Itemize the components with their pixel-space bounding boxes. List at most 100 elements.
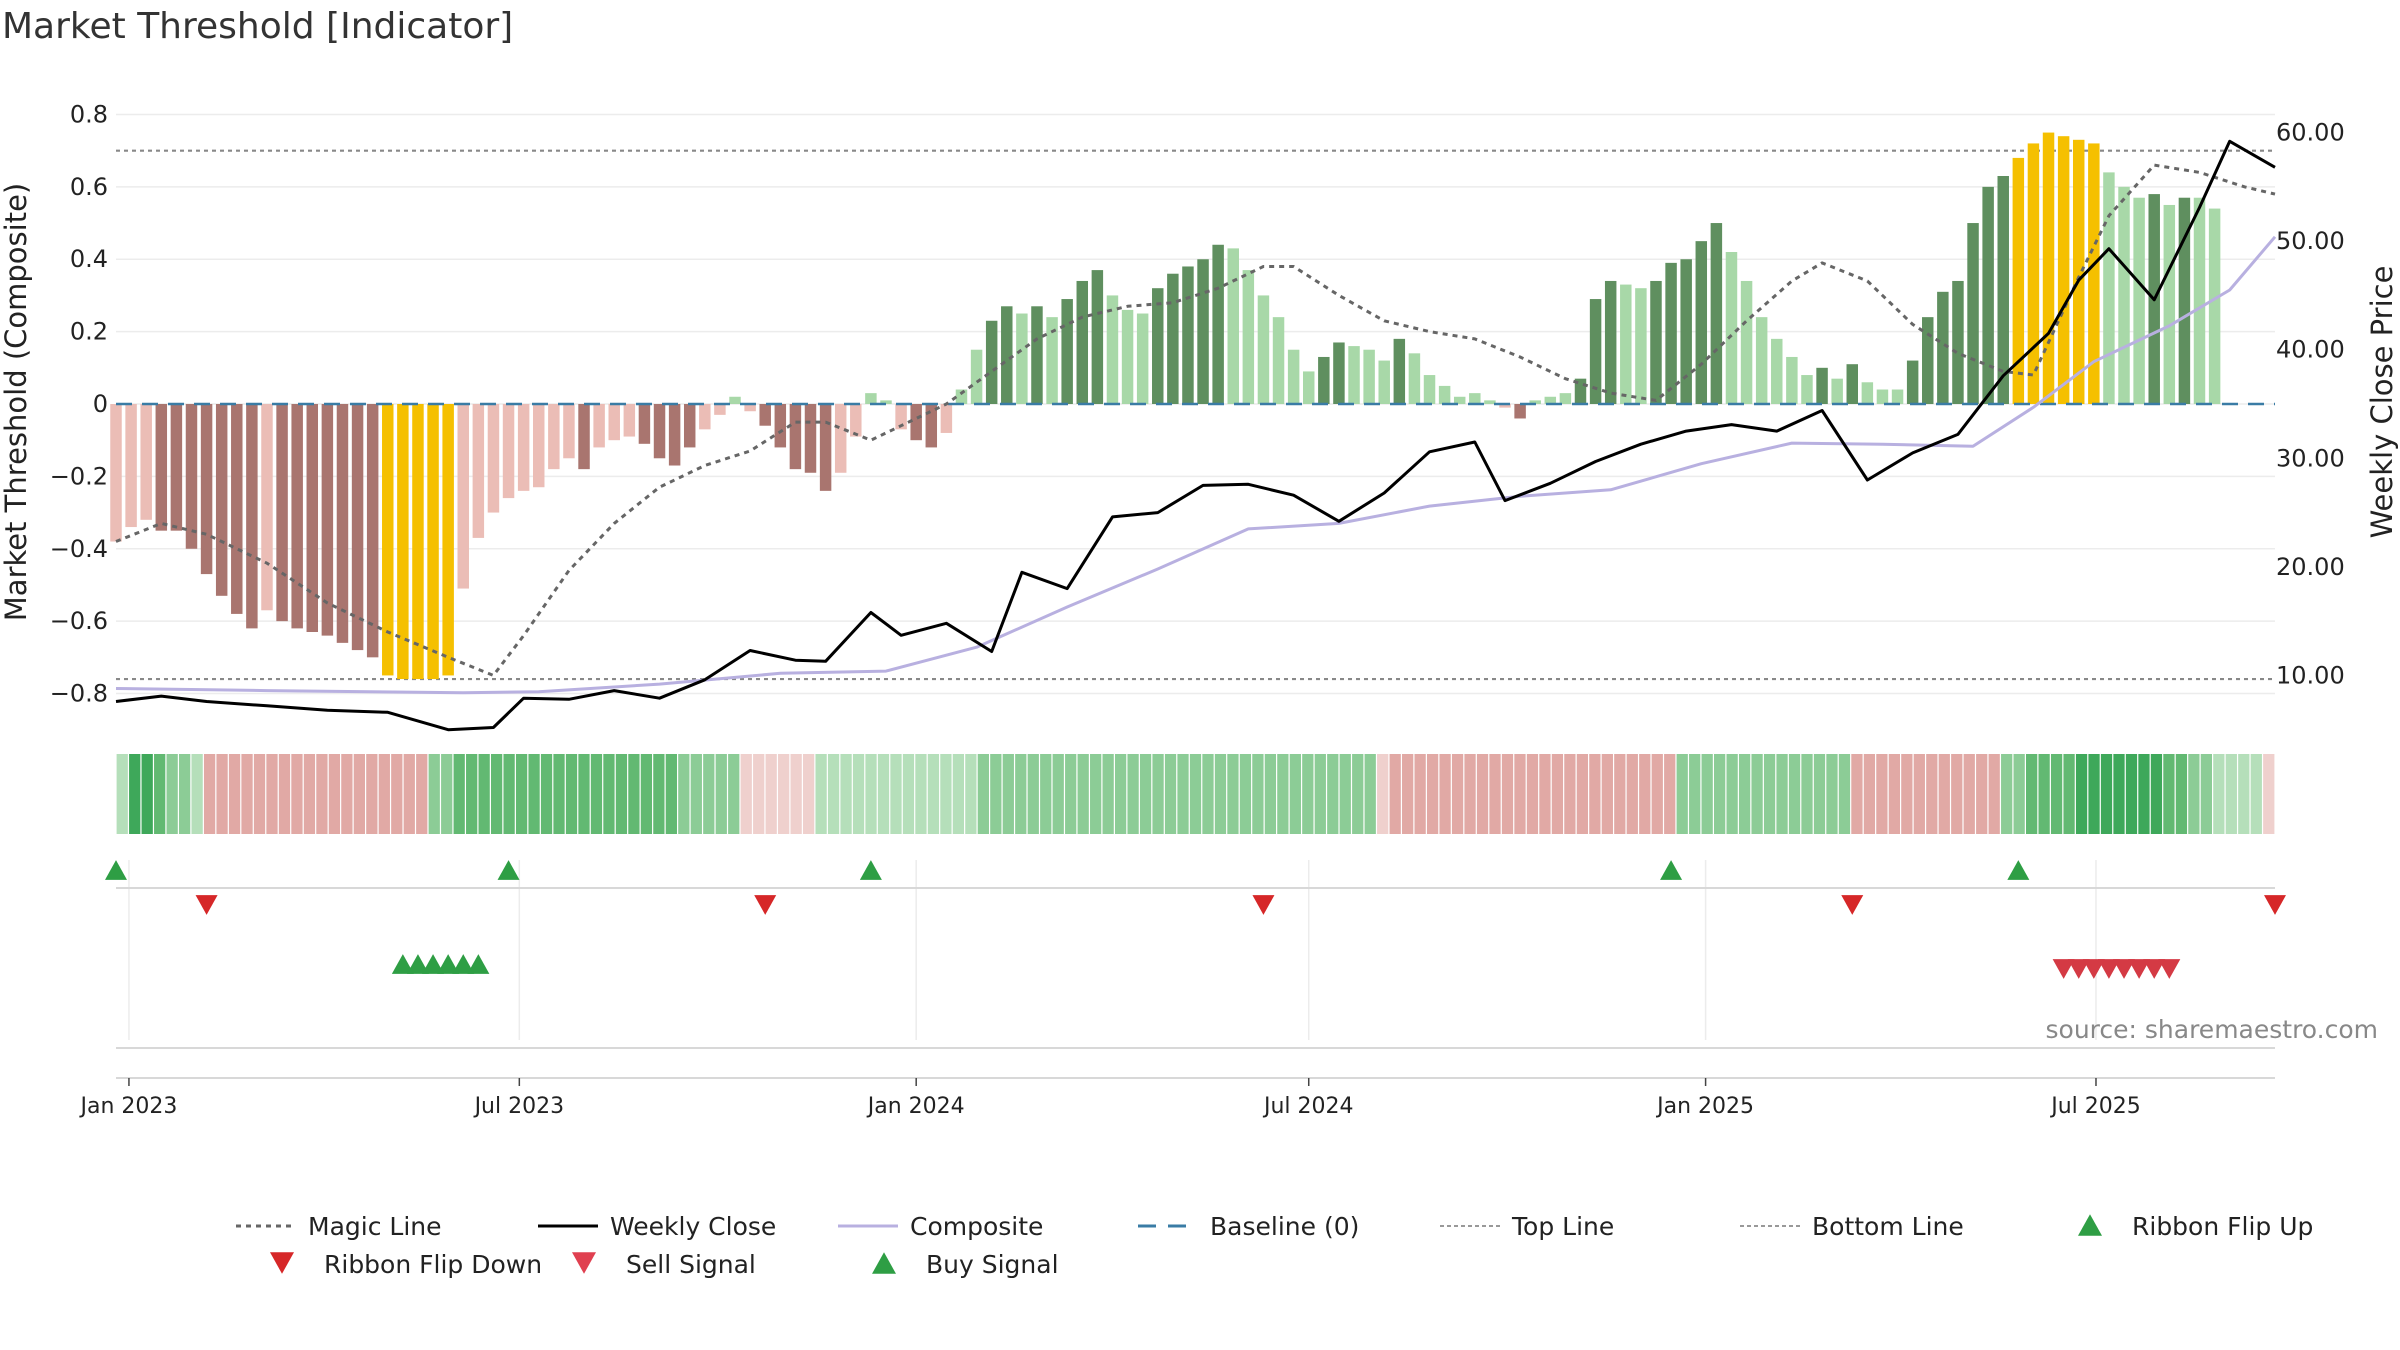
x-gridlines xyxy=(128,860,2097,1040)
ribbon-cell xyxy=(1589,754,1601,834)
composite-bar xyxy=(1574,378,1587,404)
ribbon-cell xyxy=(540,754,553,834)
ribbon-cell xyxy=(877,754,890,834)
ribbon-cell xyxy=(1676,754,1688,834)
ribbon-cell xyxy=(1052,754,1064,834)
composite-bar xyxy=(1831,378,1843,404)
ribbon-cell xyxy=(615,754,628,834)
composite-bar xyxy=(2088,143,2100,404)
ribbon-cell xyxy=(1851,754,1863,834)
legend-label: Top Line xyxy=(1511,1212,1614,1241)
ribbon-cell xyxy=(1489,754,1501,834)
ribbon-cell xyxy=(453,754,465,834)
legend-item: Ribbon Flip Up xyxy=(2078,1212,2313,1241)
ribbon-cell xyxy=(416,754,428,834)
ribbon-cell xyxy=(2138,754,2150,834)
ribbon-cell xyxy=(241,754,253,834)
composite-bar xyxy=(1469,393,1481,404)
ribbon-cell xyxy=(1614,754,1626,834)
composite-bar xyxy=(1318,356,1330,404)
ribbon-cell xyxy=(578,754,590,834)
ribbon-cell xyxy=(303,754,316,834)
ribbon-flip-up-marker xyxy=(1660,860,1683,880)
composite-bar xyxy=(2103,172,2115,404)
ribbon-cell xyxy=(478,754,490,834)
composite-bar xyxy=(185,404,198,549)
y-tick-label: 0.2 xyxy=(70,318,108,346)
composite-bar xyxy=(472,404,485,538)
x-tick-label: Jan 2023 xyxy=(78,1094,177,1119)
ribbon-cell xyxy=(890,754,902,834)
composite-bar xyxy=(1257,295,1270,404)
buy-signal-marker xyxy=(406,954,429,974)
ribbon-cell xyxy=(1277,754,1289,834)
ribbon-cell xyxy=(2100,754,2113,834)
composite-bar xyxy=(1272,317,1285,404)
sell-signal-marker xyxy=(2082,959,2105,979)
composite-bar xyxy=(1529,400,1541,404)
ribbon-cell xyxy=(515,754,528,834)
ribbon-flip-up-marker xyxy=(2007,860,2030,880)
legend-item: Composite xyxy=(838,1212,1043,1241)
composite-bar xyxy=(502,404,515,499)
ribbon-cell xyxy=(1901,754,1913,834)
ribbon-cell xyxy=(2263,754,2275,834)
composite-bar xyxy=(1333,342,1345,404)
composite-bar xyxy=(1710,223,1723,404)
ribbon-cell xyxy=(378,754,390,834)
ribbon-cell xyxy=(927,754,940,834)
ribbon-cell xyxy=(2013,754,2025,834)
legend-swatch xyxy=(2078,1214,2102,1236)
sell-signal-marker xyxy=(2113,959,2136,979)
composite-bar xyxy=(1665,262,1677,404)
composite-bar xyxy=(1121,309,1134,404)
ribbon-flip-up-marker xyxy=(859,860,882,880)
ribbon-cell xyxy=(1439,754,1451,834)
composite-bar xyxy=(1771,338,1783,404)
ribbon-cell xyxy=(129,754,141,834)
ribbon-cell xyxy=(902,754,915,834)
composite-bar xyxy=(1695,241,1708,404)
composite-bar xyxy=(1167,273,1179,404)
y-tick-label: −0.6 xyxy=(50,607,108,635)
composite-bar xyxy=(1378,360,1390,404)
composite-bar xyxy=(1876,389,1889,404)
composite-bars xyxy=(110,132,2221,680)
legend-item: Ribbon Flip Down xyxy=(270,1250,542,1279)
ribbon-flip-down-marker xyxy=(2264,895,2286,915)
x-axis: Jan 2023 Jul 2023 Jan 2024 Jul 2024 Jan 2025… xyxy=(78,1047,2275,1119)
composite-bar xyxy=(442,404,454,676)
composite-bar xyxy=(2057,136,2070,404)
sell-signal-marker xyxy=(2052,959,2075,979)
ribbon-cell xyxy=(216,754,228,834)
ribbon-cell xyxy=(690,754,702,834)
composite-bar xyxy=(1242,270,1255,404)
y2-tick-label: 40.00 xyxy=(2276,336,2345,364)
composite-bar xyxy=(457,404,469,589)
composite-bar xyxy=(140,404,152,520)
composite-bar xyxy=(246,404,258,629)
ribbon-cell xyxy=(391,754,403,834)
composite-bar xyxy=(397,404,409,680)
ribbon-cell xyxy=(316,754,328,834)
legend-label: Buy Signal xyxy=(926,1250,1059,1279)
composite-bar xyxy=(1801,375,1813,404)
ribbon-cell xyxy=(1139,754,1152,834)
legend-label: Weekly Close xyxy=(610,1212,776,1241)
ribbon-cell xyxy=(1626,754,1638,834)
composite-bar xyxy=(276,404,288,622)
ribbon-cell xyxy=(490,754,503,834)
ribbon-cell xyxy=(466,754,478,834)
ribbon-cell xyxy=(1788,754,1801,834)
composite-bar xyxy=(744,404,756,412)
ribbon-cell xyxy=(603,754,615,834)
magic-line-line xyxy=(115,163,2276,677)
composite-bar xyxy=(1182,266,1194,404)
ribbon-cell xyxy=(2063,754,2075,834)
ribbon-cell xyxy=(1751,754,1763,834)
composite-bar xyxy=(850,404,862,437)
legend-item: Weekly Close xyxy=(538,1212,776,1241)
composite-bar xyxy=(1635,288,1647,404)
composite-bar xyxy=(1604,280,1617,404)
